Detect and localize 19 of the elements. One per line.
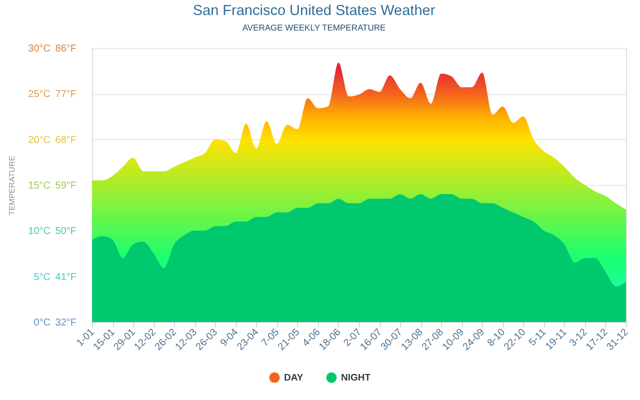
y2-tick-label: 32°F [55,318,76,328]
y-tick-label: 20°C [28,134,50,146]
y-tick-label: 15°C [28,180,50,192]
y-tick-label: 10°C [28,226,50,238]
legend-label: NIGHT [341,372,371,384]
y-tick-label: 25°C [28,89,50,100]
chart-subtitle: AVERAGE WEEKLY TEMPERATURE [242,22,386,32]
y2-tick-label: 68°F [55,134,76,146]
y2-tick-label: 77°F [55,89,76,100]
y-tick-label: 0°C [34,318,50,328]
chart-title: San Francisco United States Weather [192,3,436,19]
y-tick-label: 5°C [34,272,50,283]
y2-tick-label: 41°F [55,272,76,283]
legend-label: DAY [284,372,304,384]
y2-tick-label: 86°F [55,44,76,54]
y2-tick-label: 59°F [55,180,76,192]
y-tick-label: 30°C [28,44,50,54]
y-axis-title: TEMPERATURE [8,156,16,216]
y2-tick-label: 50°F [55,226,76,238]
